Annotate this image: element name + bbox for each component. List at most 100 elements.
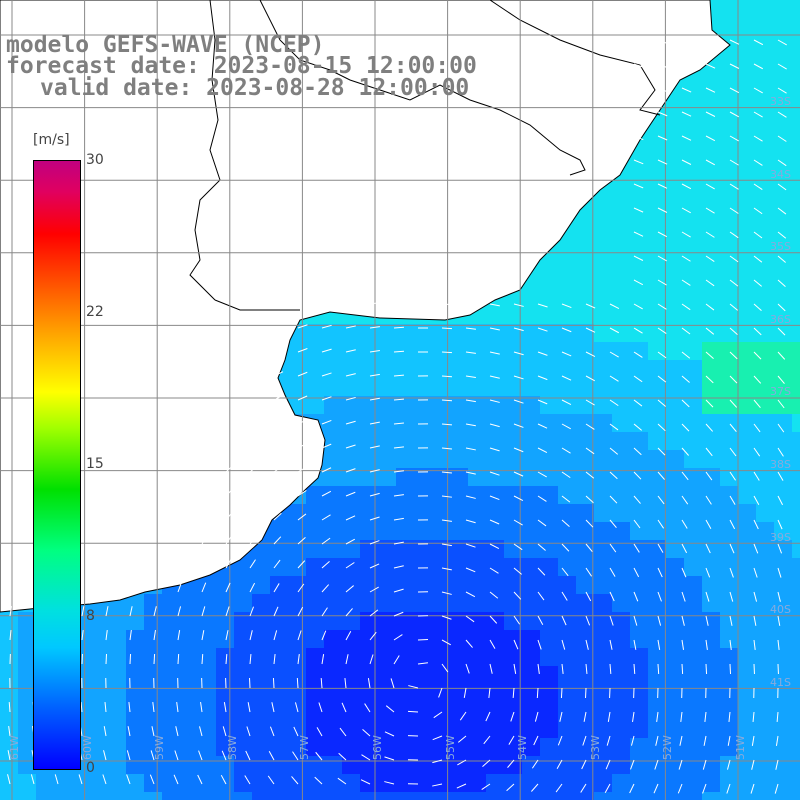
- wind-cell: [414, 612, 432, 630]
- wind-arrow: [510, 711, 515, 722]
- wind-cell: [666, 378, 684, 396]
- wind-arrow: [465, 615, 475, 623]
- wind-cell: [522, 432, 540, 450]
- wind-arrow: [604, 783, 611, 794]
- wind-cell: [702, 666, 720, 684]
- wind-arrow: [753, 39, 764, 46]
- wind-cell: [576, 522, 594, 540]
- wind-arrow: [393, 634, 403, 641]
- wind-cell: [288, 522, 306, 540]
- wind-arrow: [681, 399, 690, 408]
- latitude-label: 34S: [770, 167, 791, 181]
- wind-cell: [720, 504, 738, 522]
- wind-cell: [540, 576, 558, 594]
- wind-cell: [594, 234, 612, 252]
- wind-cell: [630, 792, 648, 800]
- wind-arrow: [345, 491, 356, 497]
- wind-cell: [774, 522, 792, 540]
- wind-cell: [648, 234, 666, 252]
- wind-cell: [774, 630, 792, 648]
- wind-cell: [252, 684, 270, 702]
- wind-arrow: [561, 495, 571, 503]
- wind-arrow: [297, 583, 305, 593]
- wind-cell: [270, 774, 288, 792]
- wind-cell: [738, 360, 756, 378]
- wind-cell: [252, 594, 270, 612]
- wind-arrow: [657, 423, 666, 432]
- wind-cell: [684, 684, 702, 702]
- wind-arrow: [633, 471, 642, 480]
- wind-cell: [756, 756, 774, 774]
- wind-arrow: [657, 591, 662, 602]
- wind-cell: [648, 450, 666, 468]
- wind-cell: [18, 648, 36, 666]
- wind-cell: [162, 666, 180, 684]
- wind-cell: [486, 522, 504, 540]
- wind-cell: [126, 630, 144, 648]
- wind-cell: [756, 90, 774, 108]
- wind-cell: [612, 720, 630, 738]
- wind-arrow: [585, 471, 595, 479]
- wind-cell: [360, 414, 378, 432]
- wind-arrow: [678, 759, 683, 770]
- wind-cell: [216, 576, 234, 594]
- wind-cell: [162, 630, 180, 648]
- wind-arrow: [321, 419, 332, 425]
- wind-cell: [540, 720, 558, 738]
- wind-cell: [396, 522, 414, 540]
- wind-cell: [432, 432, 450, 450]
- wind-arrow: [609, 639, 613, 650]
- wind-arrow: [314, 776, 323, 785]
- wind-arrow: [482, 759, 491, 767]
- wind-arrow: [729, 63, 740, 69]
- longitude-label: 53W: [588, 735, 602, 760]
- wind-cell: [666, 306, 684, 324]
- wind-cell: [630, 522, 648, 540]
- wind-cell: [540, 612, 558, 630]
- wind-cell: [576, 270, 594, 288]
- wind-cell: [72, 774, 90, 792]
- wind-cell: [270, 576, 288, 594]
- wind-cell: [414, 774, 432, 792]
- wind-arrow: [681, 375, 690, 383]
- wind-cell: [360, 522, 378, 540]
- wind-arrow: [653, 783, 659, 794]
- wind-arrow: [345, 630, 352, 641]
- wind-cell: [432, 504, 450, 522]
- wind-cell: [612, 486, 630, 504]
- wind-arrow: [30, 774, 35, 785]
- wind-cell: [792, 216, 800, 234]
- wind-cell: [90, 792, 108, 800]
- longitude-label: 60W: [80, 735, 94, 760]
- wind-cell: [684, 522, 702, 540]
- wind-cell: [612, 396, 630, 414]
- wind-arrow: [489, 639, 496, 649]
- wind-arrow: [506, 783, 515, 792]
- wind-cell: [558, 666, 576, 684]
- wind-arrow: [105, 630, 108, 641]
- wind-cell: [558, 504, 576, 522]
- wind-arrow: [513, 447, 524, 453]
- wind-arrow: [369, 516, 380, 521]
- wind-arrow: [292, 751, 299, 761]
- wind-cell: [756, 450, 774, 468]
- wind-cell: [594, 612, 612, 630]
- wind-cell: [468, 630, 486, 648]
- wind-arrow: [384, 731, 395, 737]
- wind-cell: [540, 792, 558, 800]
- latitude-label: 38S: [770, 458, 791, 471]
- wind-cell: [684, 126, 702, 144]
- wind-cell: [360, 378, 378, 396]
- wind-cell: [162, 684, 180, 702]
- wind-arrow: [201, 582, 207, 593]
- wind-cell: [0, 648, 18, 666]
- wind-arrow: [273, 465, 283, 473]
- wind-arrow: [777, 519, 783, 530]
- wind-cell: [288, 648, 306, 666]
- wind-arrow: [271, 702, 275, 713]
- wind-arrow: [152, 702, 155, 713]
- wind-cell: [540, 288, 558, 306]
- wind-arrow: [393, 302, 405, 305]
- wind-arrow: [681, 255, 691, 262]
- wind-cell: [792, 288, 800, 306]
